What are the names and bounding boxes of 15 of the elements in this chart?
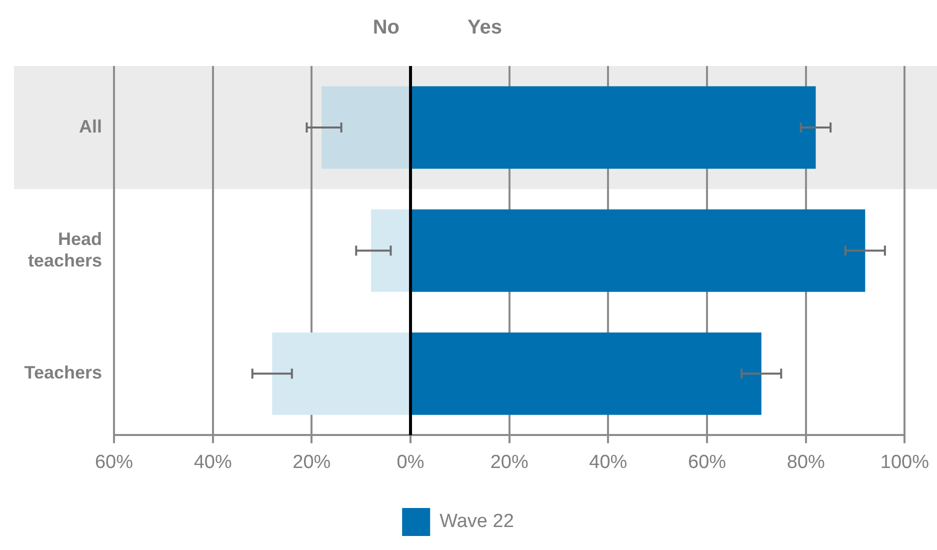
x-tick-label: 40% (194, 452, 232, 473)
text: Yes (468, 16, 502, 39)
x-tick-label: 40% (589, 452, 628, 473)
x-tick-label: 60% (688, 452, 726, 473)
x-tick-label: 80% (786, 452, 825, 473)
text: No (372, 16, 400, 39)
x-tick-label: 100% (880, 452, 930, 473)
y-tick-label: Head teachers (28, 228, 102, 270)
y-tick-label: Teachers (24, 362, 102, 383)
x-tick-label: 60% (94, 452, 134, 473)
x-tick-label: 20% (292, 452, 331, 473)
legend-label: Wave 22 (440, 511, 514, 532)
x-tick-label: 20% (490, 452, 528, 473)
y-tick-label: All (78, 116, 102, 136)
x-tick-label: 0% (396, 452, 424, 473)
